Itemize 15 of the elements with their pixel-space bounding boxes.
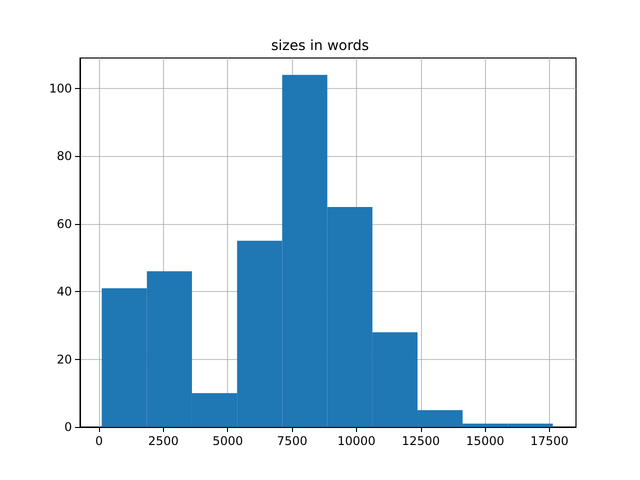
chart-title: sizes in words <box>271 38 369 54</box>
y-tick-label: 60 <box>56 216 72 231</box>
x-tick-label: 17500 <box>530 434 569 448</box>
y-tick-label: 40 <box>56 284 72 299</box>
y-tick-label: 100 <box>49 81 72 96</box>
x-tick-label: 5000 <box>212 434 244 448</box>
y-tick-label: 20 <box>56 352 72 366</box>
x-tick-label: 0 <box>95 434 103 448</box>
x-tick-label: 15000 <box>466 434 504 448</box>
y-tick-label: 80 <box>56 149 72 164</box>
x-tick-label: 10000 <box>337 434 376 448</box>
x-tick-label: 2500 <box>148 434 179 448</box>
y-tick-label: 0 <box>64 420 72 434</box>
x-tick-label: 7500 <box>276 434 308 448</box>
x-tick-label: 12500 <box>402 434 440 448</box>
